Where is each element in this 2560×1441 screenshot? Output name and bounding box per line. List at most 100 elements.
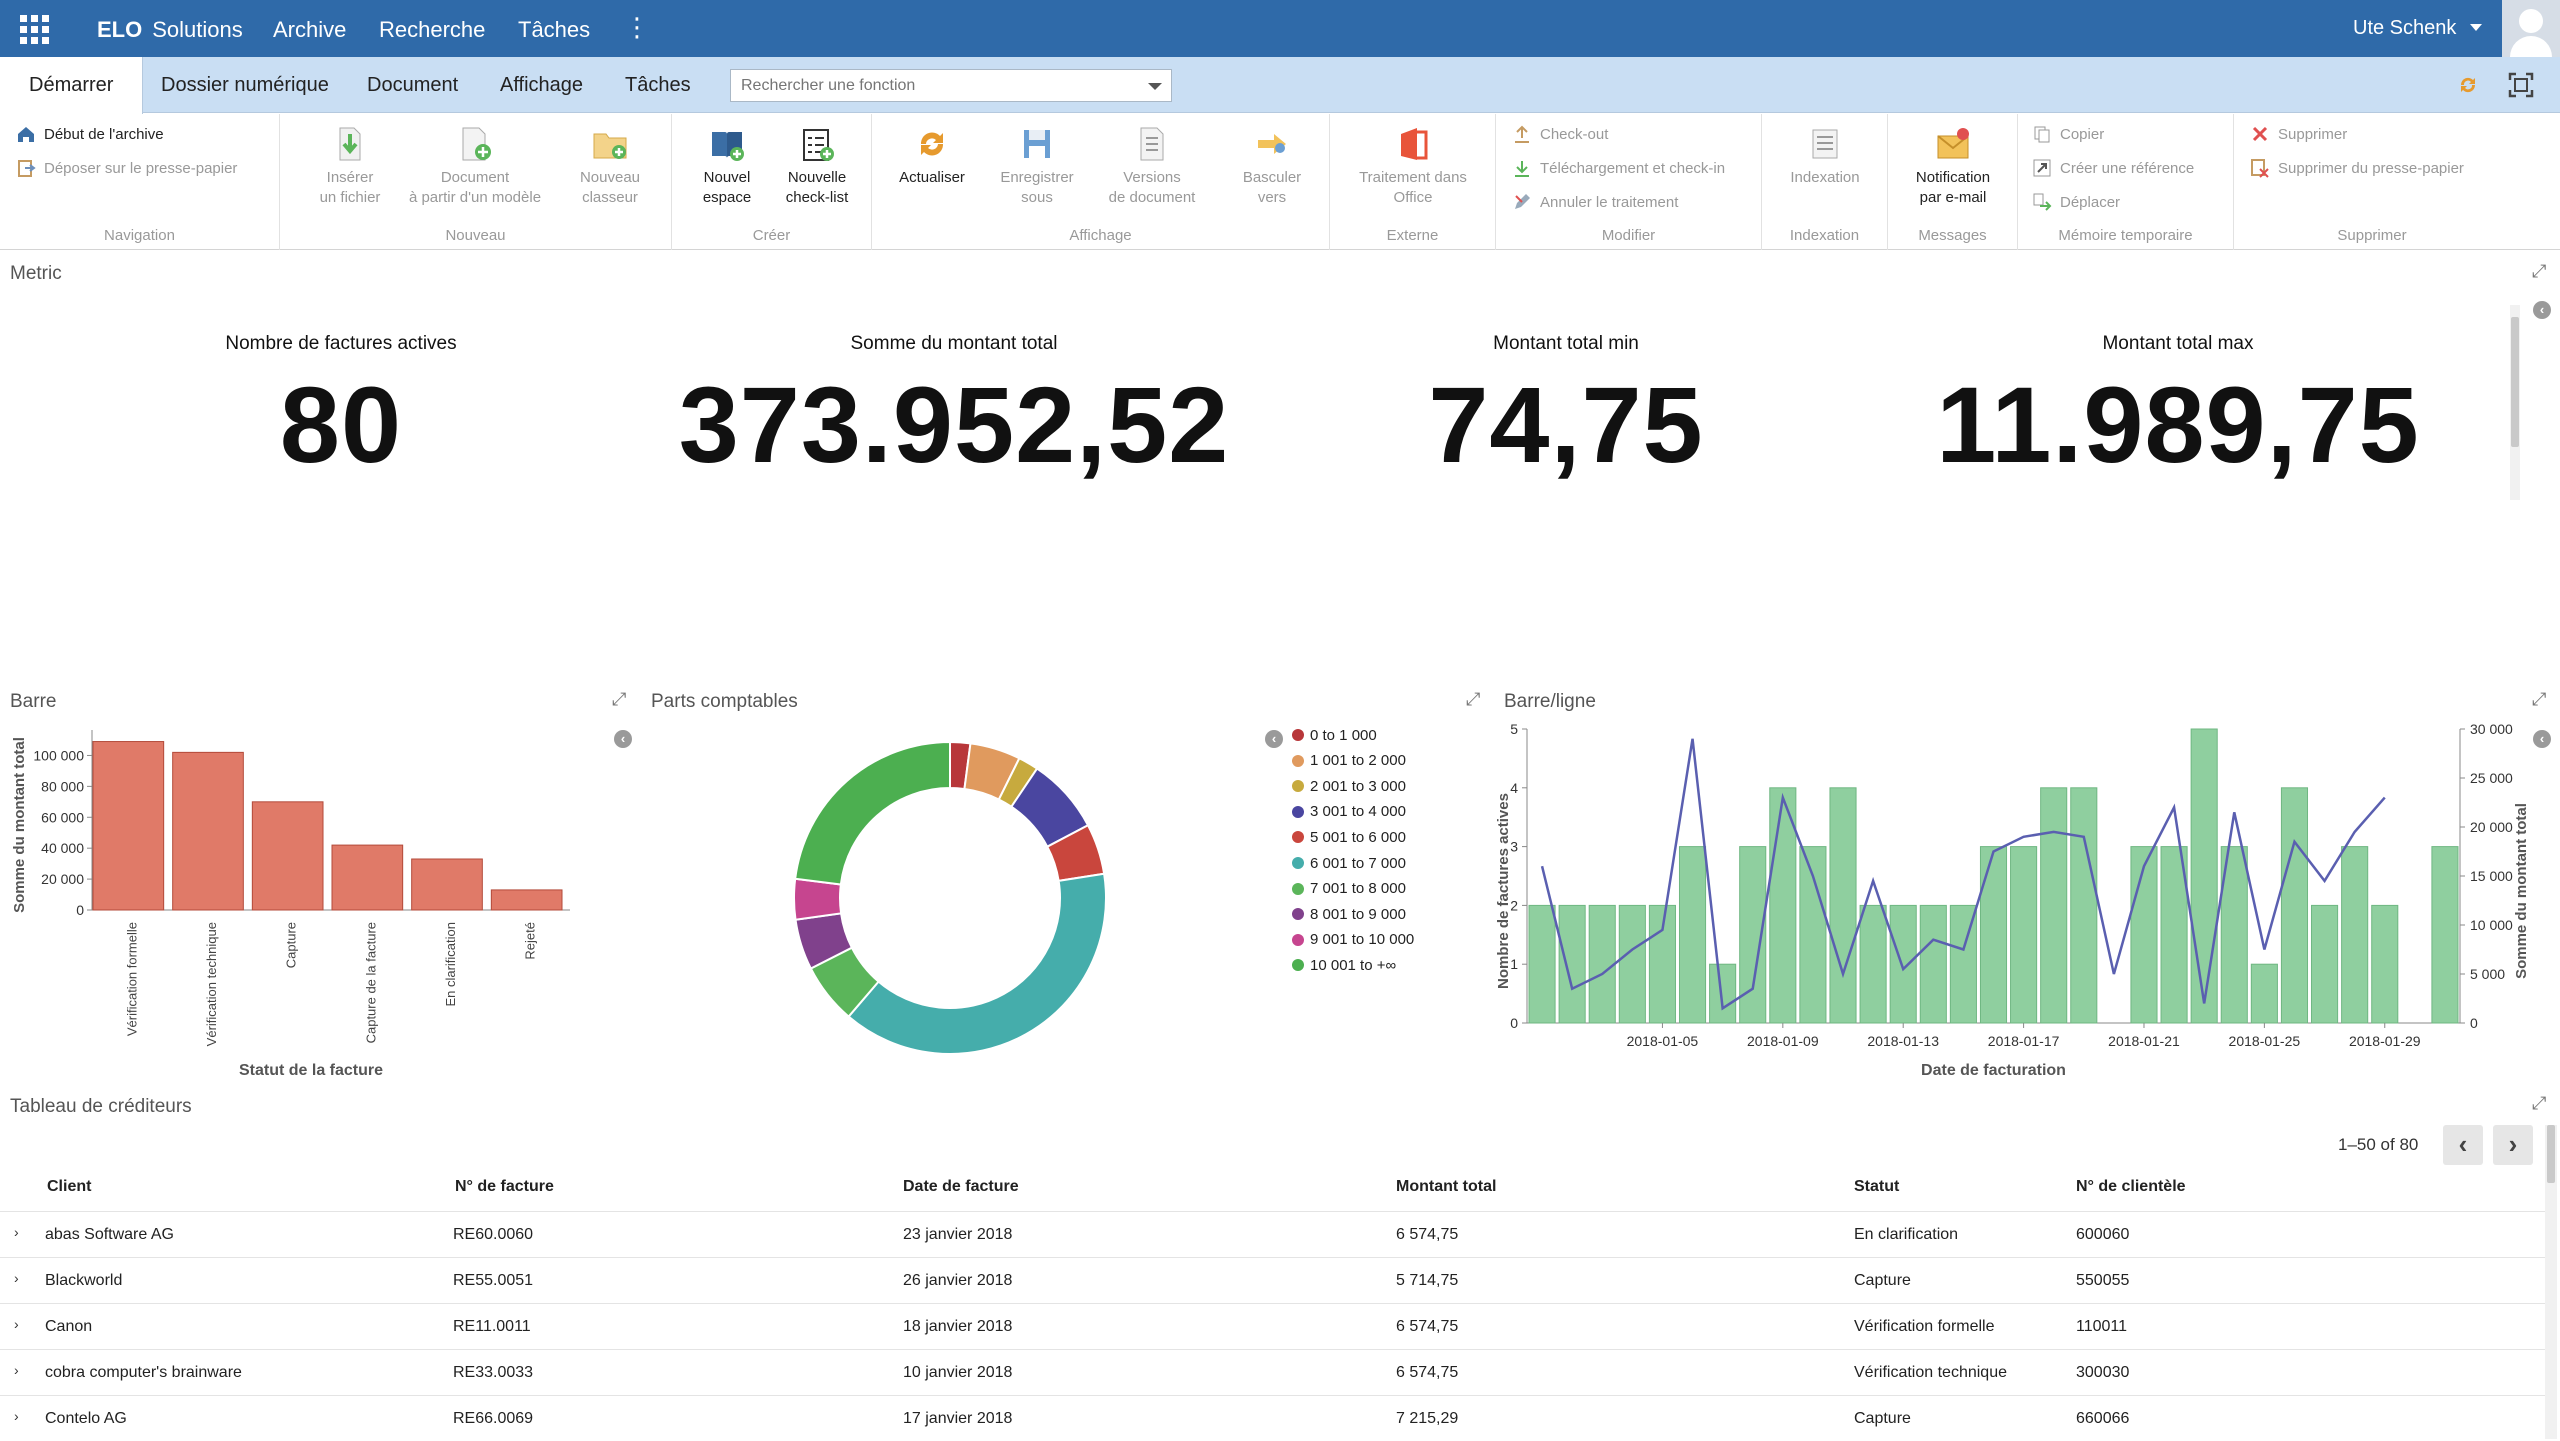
nav-archive[interactable]: Archive — [273, 17, 347, 42]
tab-demarrer[interactable]: Démarrer — [0, 57, 144, 114]
legend-item[interactable]: 6 001 to 7 000 — [1292, 852, 1406, 874]
legend-swatch — [1292, 933, 1304, 946]
column-header-customer-number[interactable]: N° de clientèle — [2076, 1178, 2186, 1195]
column-header-status[interactable]: Statut — [1854, 1178, 1900, 1195]
metric-scrollbar[interactable] — [2510, 305, 2520, 500]
bar — [2220, 846, 2248, 1024]
save-as-button[interactable]: Enregistrer sous — [987, 124, 1087, 208]
group-label: Navigation — [104, 227, 175, 244]
bar — [2311, 904, 2339, 1024]
document-versions-button[interactable]: Versions de document — [1102, 124, 1202, 208]
new-space-button[interactable]: Nouvel espace — [682, 124, 772, 208]
bar — [1709, 963, 1737, 1024]
chevron-down-icon[interactable] — [2470, 24, 2482, 31]
switch-to-button[interactable]: Basculer vers — [1222, 124, 1322, 208]
legend-item[interactable]: 3 001 to 4 000 — [1292, 801, 1406, 823]
nav-recherche[interactable]: Recherche — [379, 17, 486, 42]
y-tick-label: 0 — [1510, 1015, 1518, 1031]
expand-row-icon[interactable]: › — [14, 1224, 19, 1240]
legend-item[interactable]: 0 to 1 000 — [1292, 724, 1377, 746]
legend-item[interactable]: 2 001 to 3 000 — [1292, 775, 1406, 797]
bar — [1558, 904, 1586, 1024]
column-header-invoice-date[interactable]: Date de facture — [903, 1178, 1019, 1195]
brand-logo[interactable]: ELO Solutions — [97, 17, 243, 42]
expand-icon[interactable]: ⤢ — [2532, 261, 2547, 281]
scrollbar-thumb[interactable] — [2547, 1125, 2555, 1183]
x-tick-label: 2018-01-13 — [1867, 1033, 1939, 1049]
more-menu-icon[interactable]: ⋮ — [624, 12, 650, 42]
table-row[interactable]: › Canon RE11.0011 18 janvier 2018 6 574,75 Vé… — [0, 1303, 2545, 1349]
scrollbar-thumb[interactable] — [2511, 317, 2519, 447]
tab-document[interactable]: Document — [367, 74, 459, 96]
create-reference-button[interactable]: Créer une référence — [2032, 158, 2194, 178]
tab-affichage[interactable]: Affichage — [500, 74, 584, 96]
chevron-left-icon[interactable]: ‹ — [614, 730, 632, 748]
legend-item[interactable]: 1 001 to 2 000 — [1292, 750, 1406, 772]
expand-row-icon[interactable]: › — [14, 1270, 19, 1286]
metric-value: 74,75 — [1428, 364, 1704, 485]
function-search-input[interactable] — [730, 69, 1172, 102]
expand-icon[interactable]: ⤢ — [2532, 1093, 2547, 1113]
y-tick-label: 1 — [1510, 956, 1518, 972]
expand-row-icon[interactable]: › — [14, 1408, 19, 1424]
app-grid-icon[interactable] — [20, 15, 50, 45]
ribbon-group-affichage: Actualiser Enregistrer sous Versions de do… — [872, 114, 1330, 250]
pager-next-button[interactable]: › — [2493, 1125, 2533, 1165]
chevron-left-icon[interactable]: ‹ — [1265, 730, 1283, 748]
expand-icon[interactable]: ⤢ — [612, 689, 627, 709]
legend-item[interactable]: 7 001 to 8 000 — [1292, 878, 1406, 900]
fullscreen-icon[interactable] — [2508, 72, 2534, 98]
expand-row-icon[interactable]: › — [14, 1362, 19, 1378]
copy-button[interactable]: Copier — [2032, 124, 2104, 144]
arrow-right-icon — [1258, 134, 1286, 154]
insert-file-button[interactable]: Insérer un fichier — [300, 124, 400, 208]
legend-item[interactable]: 10 001 to +∞ — [1292, 954, 1396, 976]
avatar[interactable] — [2502, 0, 2560, 57]
expand-row-icon[interactable]: › — [14, 1316, 19, 1332]
chevron-left-icon[interactable]: ‹ — [2533, 301, 2551, 319]
checkin-button[interactable]: Téléchargement et check-in — [1512, 158, 1725, 178]
pager-range: 1–50 of 80 — [2338, 1135, 2419, 1154]
legend-swatch — [1292, 805, 1304, 818]
table-scrollbar[interactable] — [2545, 1125, 2557, 1439]
drop-clipboard-button[interactable]: Déposer sur le presse-papier — [16, 158, 237, 178]
move-button[interactable]: Déplacer — [2032, 192, 2120, 212]
office-edit-button[interactable]: Traitement dans Office — [1338, 124, 1488, 208]
new-checklist-button[interactable]: Nouvelle check-list — [772, 124, 862, 208]
user-name[interactable]: Ute Schenk — [2353, 17, 2457, 39]
chevron-left-icon[interactable]: ‹ — [2533, 730, 2551, 748]
tab-taches[interactable]: Tâches — [625, 74, 691, 96]
expand-icon[interactable]: ⤢ — [2532, 689, 2547, 709]
table-row[interactable]: › abas Software AG RE60.0060 23 janvier 201… — [0, 1211, 2545, 1257]
refresh-button[interactable]: Actualiser — [882, 124, 982, 188]
legend-item[interactable]: 9 001 to 10 000 — [1292, 929, 1414, 951]
nav-taches[interactable]: Tâches — [518, 17, 591, 42]
table-row[interactable]: › Blackworld RE55.0051 26 janvier 2018 5 714… — [0, 1257, 2545, 1303]
start-archive-button[interactable]: Début de l'archive — [16, 124, 164, 144]
column-header-client[interactable]: Client — [47, 1178, 92, 1195]
table-row[interactable]: › cobra computer's brainware RE33.0033 10 j… — [0, 1349, 2545, 1395]
checkout-button[interactable]: Check-out — [1512, 124, 1608, 144]
legend-label: 0 to 1 000 — [1310, 726, 1377, 744]
delete-clipboard-button[interactable]: Supprimer du presse-papier — [2250, 158, 2464, 178]
document-from-model-button[interactable]: Document à partir d'un modèle — [400, 124, 550, 208]
pager-prev-button[interactable]: ‹ — [2443, 1125, 2483, 1165]
column-header-invoice-number[interactable]: N° de facture — [455, 1178, 554, 1195]
tab-dossier-numerique[interactable]: Dossier numérique — [161, 74, 329, 96]
legend-item[interactable]: 8 001 to 9 000 — [1292, 903, 1406, 925]
table-row[interactable]: › Contelo AG RE66.0069 17 janvier 2018 7 215… — [0, 1395, 2545, 1441]
email-notification-button[interactable]: Notification par e-mail — [1903, 124, 2003, 208]
column-header-total[interactable]: Montant total — [1396, 1178, 1497, 1195]
metric-label: Nombre de factures actives — [225, 333, 457, 354]
checkin-icon — [1515, 161, 1529, 177]
new-folder-button[interactable]: Nouveau classeur — [560, 124, 660, 208]
delete-button[interactable]: Supprimer — [2250, 124, 2347, 144]
expand-icon[interactable]: ⤢ — [1466, 689, 1481, 709]
legend-item[interactable]: 5 001 to 6 000 — [1292, 826, 1406, 848]
refresh-icon[interactable] — [2455, 72, 2481, 98]
x-tick-label: 2018-01-09 — [1747, 1033, 1819, 1049]
indexation-button[interactable]: Indexation — [1775, 124, 1875, 188]
chevron-down-icon[interactable] — [1148, 83, 1162, 90]
y2-tick-label: 30 000 — [2470, 721, 2513, 737]
cancel-edit-button[interactable]: Annuler le traitement — [1512, 192, 1678, 212]
